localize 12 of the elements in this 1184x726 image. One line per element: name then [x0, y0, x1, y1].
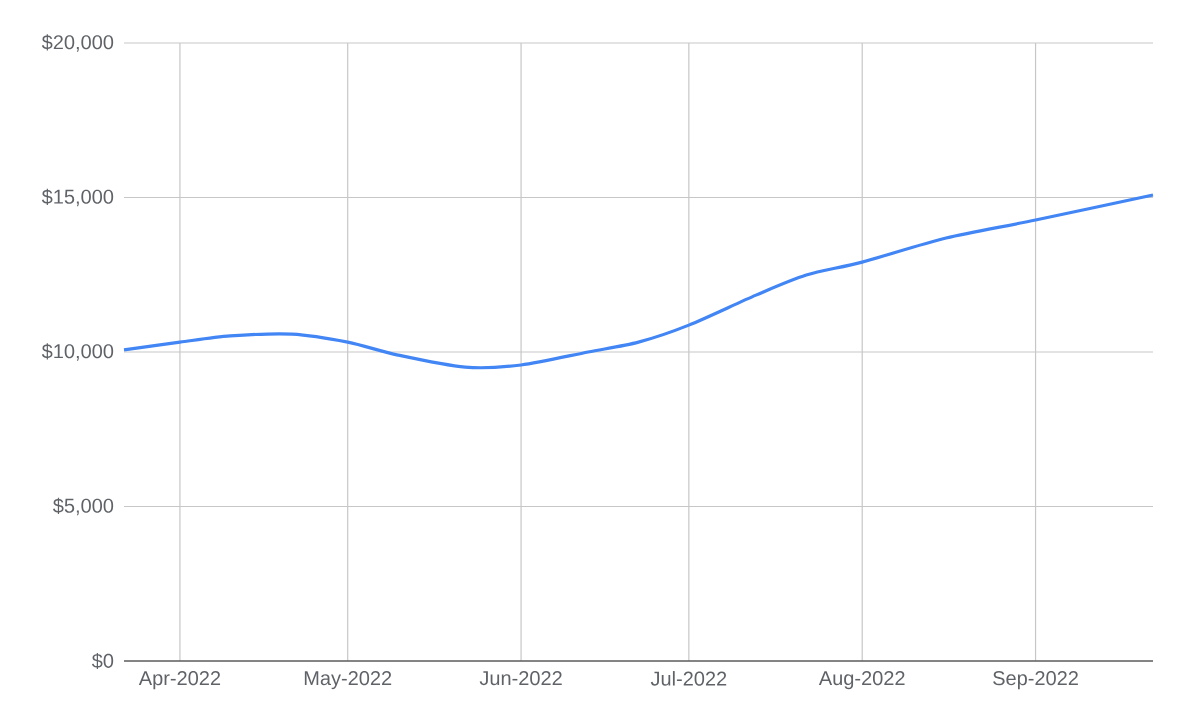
y-tick-label: $10,000	[41, 343, 114, 361]
x-tick-label: Jun-2022	[479, 671, 562, 686]
x-tick-label: May-2022	[304, 671, 392, 690]
y-tick-label: $15,000	[41, 188, 114, 207]
y-tick-label: $20,000	[41, 34, 114, 52]
x-tick-label: Apr-2022	[138, 671, 221, 690]
y-tick-label: $0	[91, 652, 114, 670]
y-tick-label: $5,000	[53, 497, 114, 516]
x-tick-label: Aug-2022	[818, 671, 905, 690]
x-tick-label: Jul-2022	[650, 671, 727, 686]
x-tick-label: Sep-2022	[993, 671, 1078, 690]
line-series	[122, 193, 1155, 370]
